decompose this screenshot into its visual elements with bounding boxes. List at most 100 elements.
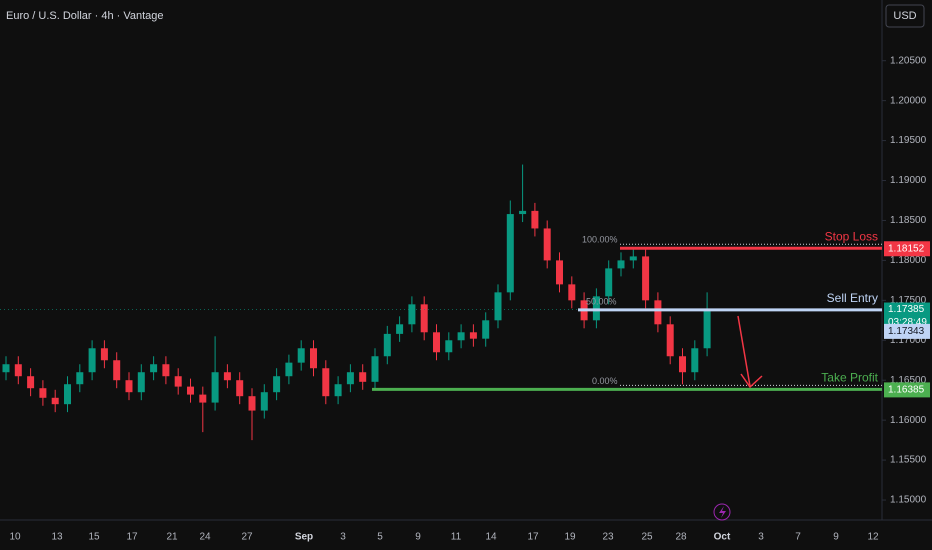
candle-body (174, 376, 182, 387)
candle-body (420, 304, 428, 333)
candle-body (223, 372, 231, 381)
candle-body (433, 332, 440, 353)
candle-body (654, 300, 662, 325)
projection-arrow (737, 315, 763, 389)
candle-body (556, 260, 563, 285)
x-tick-label: Sep (295, 532, 313, 543)
candle-body (396, 324, 404, 334)
x-tick-label: 9 (415, 532, 421, 543)
candle-body (76, 372, 84, 385)
candle-body (445, 340, 453, 353)
y-tick-label: 1.19000 (890, 175, 927, 186)
candle-body (2, 364, 10, 373)
y-tick-label: 1.20500 (890, 55, 927, 66)
x-tick-label: Oct (714, 532, 731, 543)
candle-body (137, 372, 145, 393)
chart-title: Euro / U.S. Dollar · 4h · Vantage (6, 10, 164, 22)
currency-label[interactable]: USD (893, 10, 916, 22)
x-tick-label: 5 (377, 532, 383, 543)
candle-body (679, 356, 686, 373)
event-icon[interactable] (713, 503, 731, 521)
price-tag-label: 1.17343 (888, 326, 925, 337)
price-tag-label: 1.17385 (888, 304, 925, 315)
level-label: Stop Loss (825, 229, 878, 243)
countdown-label: 03:28:49 (888, 317, 927, 328)
candle-body (642, 256, 650, 301)
candle-body (691, 348, 699, 373)
candle-body (666, 324, 674, 357)
x-tick-label: 3 (340, 532, 346, 543)
candle-body (187, 386, 194, 395)
x-tick-label: 25 (641, 532, 653, 543)
currency-button[interactable] (885, 4, 925, 28)
fib-label: 0.00% (592, 376, 618, 386)
x-tick-label: 13 (51, 532, 63, 543)
x-tick-label: 15 (88, 532, 100, 543)
candle-body (383, 333, 391, 357)
x-tick-label: 10 (9, 532, 21, 543)
x-tick-label: 21 (166, 532, 178, 543)
candle-body (629, 256, 637, 261)
candle-body (519, 210, 527, 215)
candle-body (285, 362, 293, 377)
x-tick-label: 23 (602, 532, 614, 543)
x-tick-label: 12 (867, 532, 879, 543)
price-tag (884, 323, 930, 339)
candle-body (617, 260, 625, 269)
candle-body (359, 372, 367, 382)
candle-body (322, 368, 330, 397)
candle-body (211, 372, 219, 403)
y-tick-label: 1.16000 (890, 415, 927, 426)
price-tag-label: 1.16385 (888, 385, 925, 396)
candle-body (51, 397, 59, 405)
candle-body (273, 376, 281, 393)
x-tick-label: 24 (199, 532, 211, 543)
fib-label: 100.00% (582, 235, 618, 245)
candle-body (88, 348, 96, 373)
x-tick-label: 14 (485, 532, 497, 543)
y-tick-label: 1.16500 (890, 375, 927, 386)
candle-body (236, 380, 244, 397)
y-tick-label: 1.18500 (890, 215, 927, 226)
y-tick-label: 1.18000 (890, 255, 927, 266)
candle-body (506, 214, 514, 293)
fib-label: 50.00% (586, 296, 617, 306)
x-tick-label: 28 (675, 532, 687, 543)
candle-body (543, 228, 551, 261)
candle-body (64, 384, 71, 405)
level-label: Sell Entry (827, 291, 878, 305)
y-tick-label: 1.19500 (890, 135, 927, 146)
y-tick-label: 1.17500 (890, 295, 927, 306)
candle-body (113, 360, 121, 381)
y-tick-label: 1.20000 (890, 95, 927, 106)
candle-body (408, 304, 416, 325)
price-tag (884, 241, 930, 257)
y-tick-label: 1.17000 (890, 335, 927, 346)
candle-body (482, 320, 490, 339)
x-tick-label: 19 (564, 532, 576, 543)
candle-body (703, 309, 711, 349)
candle-body (162, 364, 170, 377)
price-tag (884, 382, 930, 398)
candle-body (310, 348, 317, 369)
candle-body (297, 348, 305, 363)
candle-body (125, 380, 133, 393)
x-tick-label: 17 (527, 532, 539, 543)
candle-body (494, 292, 502, 321)
candle-body (150, 364, 158, 373)
candle-body (199, 394, 207, 403)
candle-body (39, 388, 47, 398)
candle-body (605, 268, 613, 297)
candle-body (100, 348, 108, 361)
candle-body (531, 210, 539, 229)
price-tag-label: 1.18152 (888, 243, 925, 254)
y-tick-label: 1.15500 (890, 455, 927, 466)
x-tick-label: 9 (833, 532, 839, 543)
candle-body (592, 296, 600, 321)
candle-body (469, 332, 477, 339)
event-icon[interactable] (719, 506, 726, 518)
x-tick-label: 17 (126, 532, 138, 543)
candle-body (27, 376, 35, 389)
candle-body (457, 332, 465, 341)
